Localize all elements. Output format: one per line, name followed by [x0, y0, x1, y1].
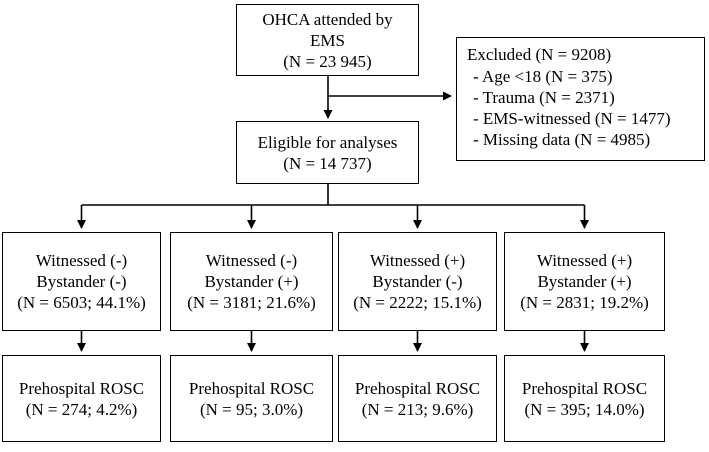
box-witnessed-pos-bystander-neg: Witnessed (+) Bystander (-) (N = 2222; 1…	[338, 232, 497, 331]
excluded-title: Excluded (N = 9208)	[467, 45, 612, 64]
box-prehospital-rosc-group3: Prehospital ROSC (N = 213; 9.6%)	[338, 355, 497, 442]
box-witnessed-neg-bystander-neg: Witnessed (-) Bystander (-) (N = 6503; 4…	[2, 232, 161, 331]
excluded-item-ems-witnessed: - EMS-witnessed (N = 1477)	[473, 109, 671, 128]
box-prehospital-rosc-group4: Prehospital ROSC (N = 395; 14.0%)	[504, 355, 665, 442]
box-eligible-for-analyses: Eligible for analyses (N = 14 737)	[236, 121, 419, 184]
box-witnessed-pos-bystander-pos: Witnessed (+) Bystander (+) (N = 2831; 1…	[504, 232, 665, 331]
excluded-item-trauma: - Trauma (N = 2371)	[473, 88, 615, 107]
box-prehospital-rosc-group1: Prehospital ROSC (N = 274; 4.2%)	[2, 355, 161, 442]
box-prehospital-rosc-group2: Prehospital ROSC (N = 95; 3.0%)	[170, 355, 333, 442]
excluded-item-missing-data: - Missing data (N = 4985)	[473, 130, 651, 149]
box-ohca-attended-by-ems: OHCA attended by EMS (N = 23 945)	[236, 4, 419, 76]
box-excluded: Excluded (N = 9208) - Age <18 (N = 375) …	[456, 37, 705, 161]
excluded-item-age: - Age <18 (N = 375)	[473, 67, 613, 86]
box-witnessed-neg-bystander-pos: Witnessed (-) Bystander (+) (N = 3181; 2…	[170, 232, 333, 331]
